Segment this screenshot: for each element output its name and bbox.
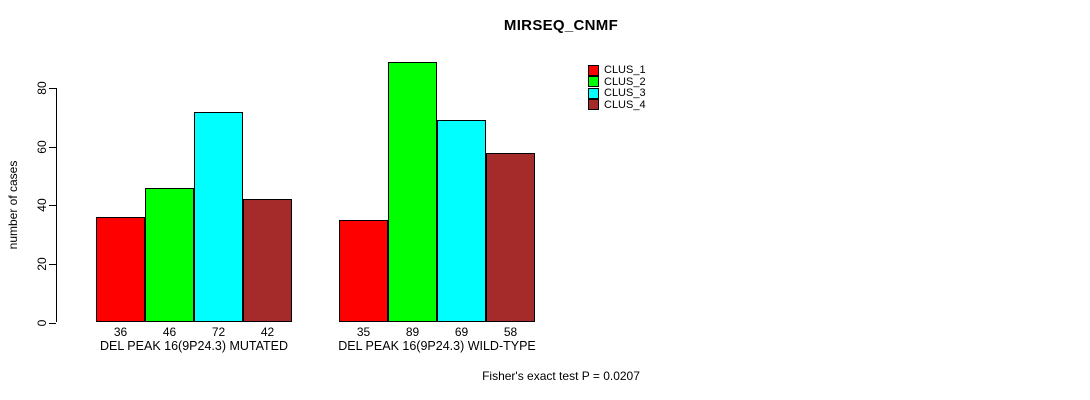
bar — [486, 152, 535, 323]
legend-label: CLUS_1 — [604, 64, 646, 76]
chart-title: MIRSEQ_CNMF — [503, 17, 619, 34]
bar-value-label: 36 — [113, 325, 128, 339]
bar-value-label: 46 — [162, 325, 177, 339]
x-group-label: DEL PEAK 16(9P24.3) MUTATED — [99, 339, 289, 353]
y-axis-title: number of cases — [6, 160, 20, 250]
bar — [96, 217, 145, 323]
y-tick-label: 60 — [35, 140, 49, 154]
footnote: Fisher's exact test P = 0.0207 — [482, 369, 640, 383]
legend-label: CLUS_2 — [604, 75, 646, 88]
legend-swatch — [588, 76, 599, 88]
y-axis-line — [56, 88, 57, 323]
legend-swatch — [588, 99, 599, 111]
legend-label: CLUS_3 — [604, 87, 646, 100]
bar-value-label: 58 — [503, 325, 518, 339]
y-tick-label: 40 — [35, 198, 49, 212]
x-group-label: DEL PEAK 16(9P24.3) WILD-TYPE — [338, 339, 536, 353]
legend-row: CLUS_3 — [588, 87, 646, 99]
bar — [145, 187, 194, 323]
legend-label: CLUS_4 — [604, 98, 646, 111]
bar-value-label: 69 — [454, 325, 469, 339]
y-tick — [49, 205, 56, 207]
y-tick — [49, 322, 56, 324]
legend-swatch — [588, 87, 599, 99]
y-tick-label: 20 — [35, 257, 49, 271]
y-tick-label: 80 — [35, 81, 49, 95]
bar-value-label: 35 — [356, 325, 371, 339]
bar — [339, 219, 388, 323]
bar — [388, 61, 437, 323]
legend-row: CLUS_4 — [588, 99, 646, 111]
y-tick — [49, 146, 56, 148]
bar — [243, 199, 292, 323]
bar-value-label: 89 — [405, 325, 420, 339]
legend-swatch — [588, 64, 599, 76]
y-tick-label: 0 — [35, 319, 49, 326]
y-tick — [49, 263, 56, 265]
bar-value-label: 42 — [260, 325, 275, 339]
bar — [437, 120, 486, 323]
legend-row: CLUS_1 — [588, 64, 646, 76]
bar-value-label: 72 — [211, 325, 226, 339]
legend-row: CLUS_2 — [588, 76, 646, 88]
y-tick — [49, 88, 56, 90]
bar — [194, 111, 243, 323]
